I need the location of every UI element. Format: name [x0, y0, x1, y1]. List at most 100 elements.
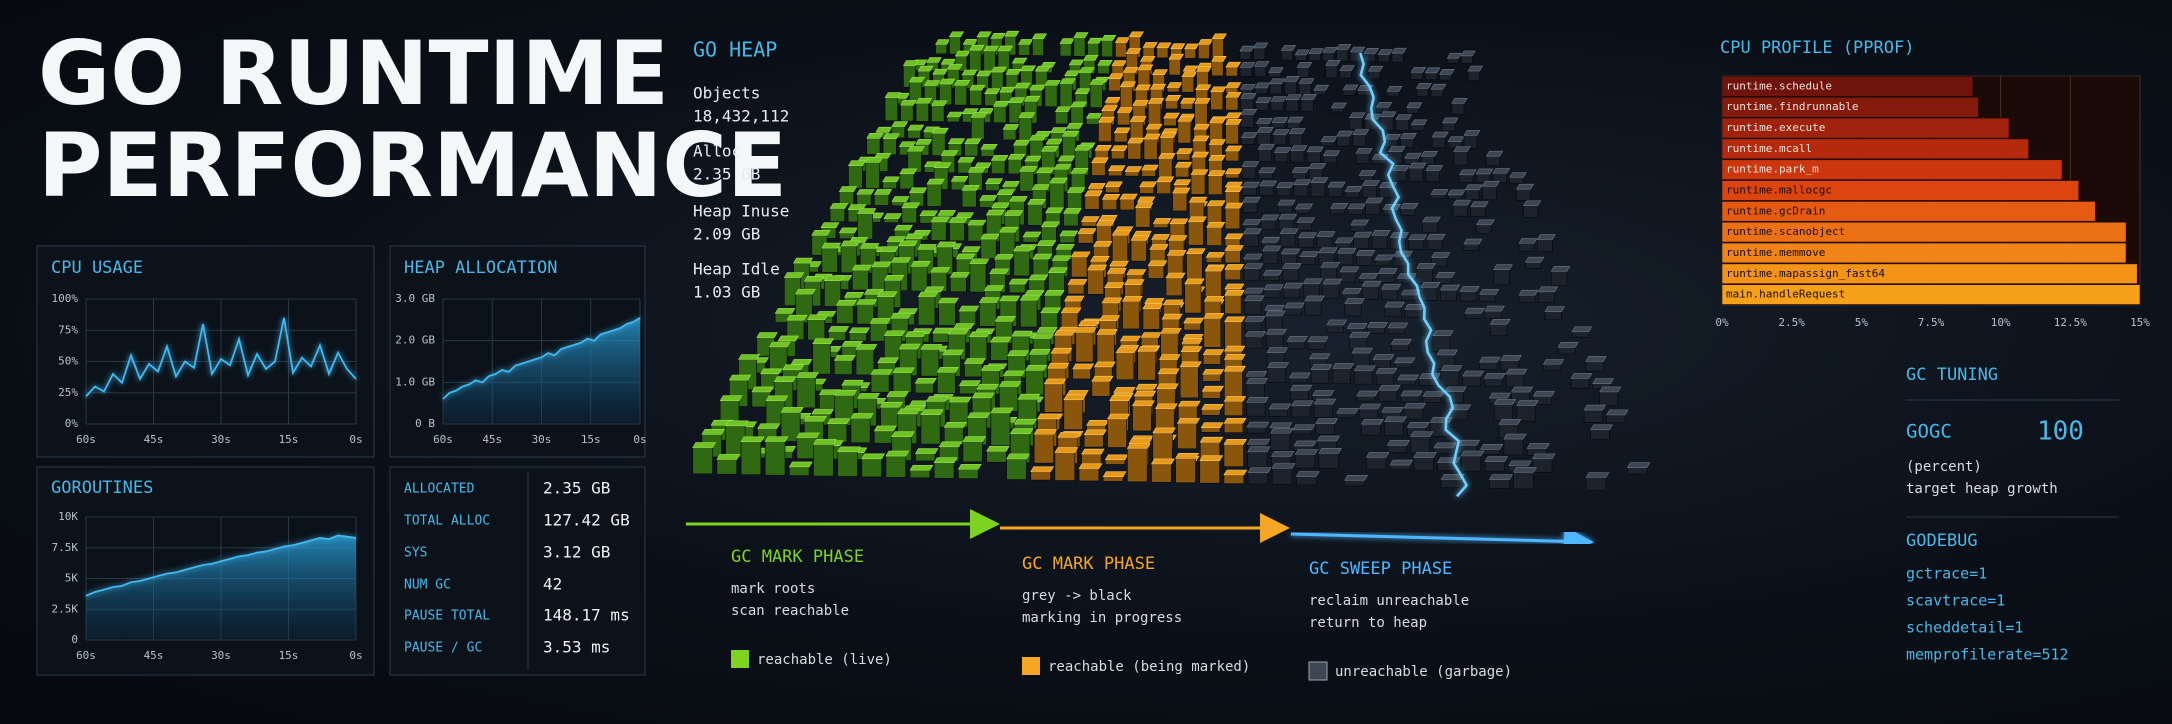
cube — [891, 431, 915, 437]
cube — [1397, 374, 1420, 381]
profile-bar — [1721, 180, 2079, 201]
cube — [774, 308, 796, 314]
cube — [1293, 179, 1312, 185]
cube — [886, 391, 909, 397]
cube — [1286, 336, 1308, 342]
cube — [1028, 274, 1049, 281]
cube — [1312, 390, 1335, 397]
cube — [1295, 471, 1320, 477]
cube — [1410, 431, 1434, 437]
cube — [1432, 335, 1451, 352]
cube — [1225, 119, 1243, 125]
cube — [1339, 70, 1352, 79]
cube — [1484, 456, 1509, 462]
cube — [1298, 232, 1318, 239]
cube — [1002, 181, 1021, 187]
cube — [964, 143, 979, 157]
cube — [883, 275, 905, 281]
cube — [962, 436, 986, 442]
cube — [1399, 132, 1417, 139]
cube — [963, 358, 986, 364]
cube — [855, 349, 875, 376]
cube — [961, 69, 978, 76]
cube — [935, 44, 948, 55]
cube — [1268, 72, 1281, 78]
cube — [1570, 373, 1593, 379]
cube — [1255, 102, 1269, 111]
cube — [1351, 347, 1373, 354]
cube — [1585, 360, 1604, 372]
cube — [1273, 147, 1292, 153]
cube — [897, 408, 921, 415]
cube — [1415, 82, 1432, 89]
cube — [1177, 115, 1195, 122]
cube — [1270, 428, 1294, 434]
cube — [1308, 48, 1324, 54]
legend-label: unreachable (garbage) — [1335, 664, 1512, 680]
cube — [1186, 248, 1206, 254]
y-tick-label: 2.5K — [52, 602, 79, 615]
cube — [1101, 194, 1121, 200]
profile-bar — [1721, 76, 1974, 97]
cube — [1309, 353, 1331, 360]
cube — [1137, 351, 1156, 381]
cube — [1410, 72, 1423, 80]
cube — [969, 84, 986, 91]
cube — [848, 327, 870, 334]
cube — [1081, 448, 1105, 455]
cube — [1315, 423, 1335, 435]
cube — [1253, 47, 1266, 60]
cube — [1203, 295, 1225, 302]
cube — [719, 395, 743, 402]
cube — [1505, 373, 1525, 388]
cube — [1479, 289, 1500, 295]
cube — [1344, 303, 1362, 317]
cube — [1422, 216, 1441, 223]
cube — [1055, 111, 1069, 125]
cube — [1431, 131, 1449, 138]
cube — [979, 200, 995, 208]
cube — [1410, 436, 1431, 454]
cube — [859, 243, 880, 249]
cube — [1536, 234, 1556, 240]
cube — [1203, 313, 1225, 319]
cube — [1244, 316, 1266, 322]
cube — [1322, 283, 1340, 299]
cube — [1585, 472, 1610, 478]
cube — [1464, 307, 1485, 314]
cube — [1142, 42, 1158, 48]
cube — [882, 133, 900, 140]
cube — [1367, 327, 1385, 334]
phase-desc: reclaim unreachable — [1309, 593, 1469, 609]
cube — [1083, 429, 1107, 436]
cube — [1255, 97, 1272, 103]
cube — [947, 138, 966, 145]
cube — [980, 143, 998, 150]
cube — [1489, 323, 1508, 337]
cube — [1374, 259, 1391, 266]
cube — [880, 406, 900, 427]
cube — [1508, 460, 1532, 467]
cube — [980, 365, 1004, 371]
cube — [812, 439, 837, 445]
area — [443, 317, 640, 424]
cube — [1063, 208, 1082, 214]
cube — [877, 357, 900, 364]
cube — [1606, 409, 1629, 416]
cube — [1041, 226, 1057, 243]
cube — [1223, 354, 1246, 360]
cube — [1168, 58, 1181, 76]
cube — [1299, 256, 1316, 265]
phase-desc: grey -> black — [1022, 588, 1132, 604]
cube — [1202, 349, 1225, 355]
cube — [1049, 177, 1068, 184]
cube — [1290, 150, 1305, 163]
cube — [1281, 253, 1297, 265]
cube — [1019, 166, 1038, 172]
cube — [1078, 72, 1092, 91]
cube — [855, 344, 878, 350]
y-tick-label: 0 — [71, 633, 78, 646]
cube — [1091, 157, 1109, 164]
profile-bar — [1721, 159, 2063, 180]
cube — [1286, 341, 1305, 350]
